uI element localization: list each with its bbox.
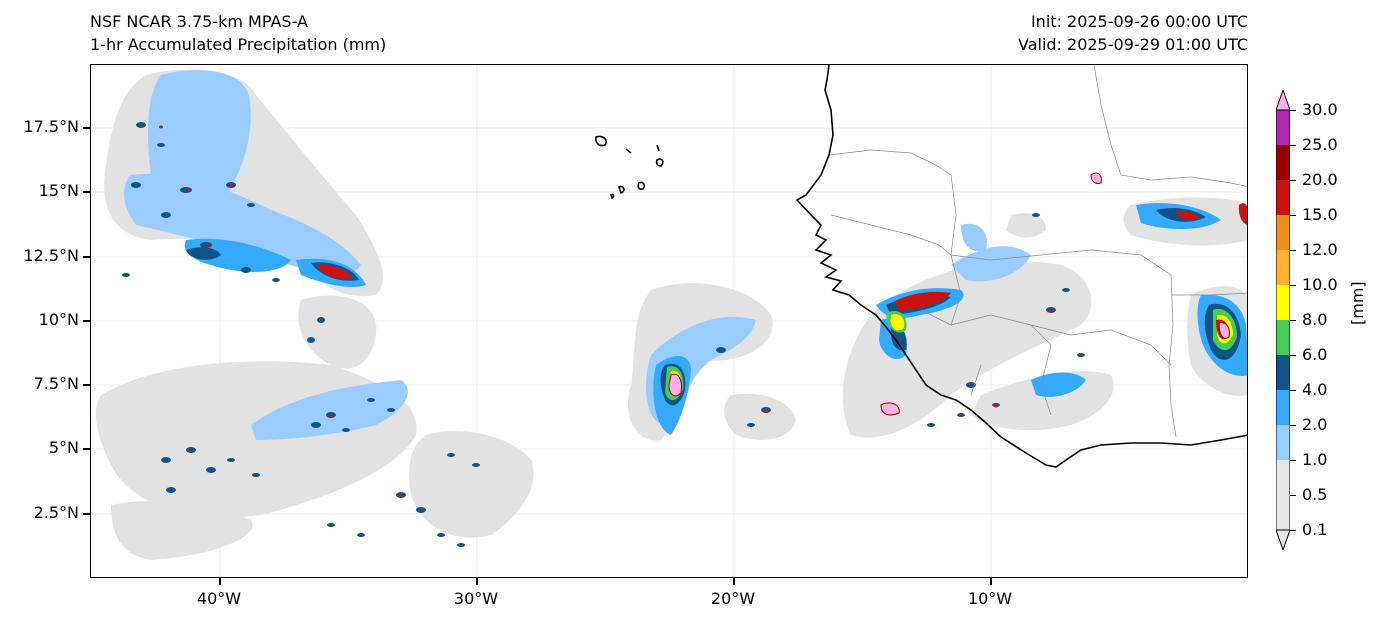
lat-tick-mark: [83, 256, 90, 258]
colorbar-swatch: [1276, 425, 1290, 460]
colorbar-swatch: [1276, 390, 1290, 425]
colorbar-tick: [1290, 495, 1296, 496]
colorbar-swatch: [1276, 355, 1290, 390]
colorbar-tick: [1290, 425, 1296, 426]
colorbar-tick: [1290, 180, 1296, 181]
precip-red: [316, 203, 1247, 340]
colorbar-level-label: 25.0: [1302, 135, 1338, 154]
lat-tick-mark: [83, 127, 90, 129]
colorbar-tick: [1290, 250, 1296, 251]
colorbar-tick: [1290, 390, 1296, 391]
lon-tick-mark: [476, 578, 478, 585]
lat-tick-mark: [83, 513, 90, 515]
lat-label: 5°N: [48, 438, 79, 457]
colorbar-tick: [1290, 110, 1296, 111]
colorbar-tick: [1290, 320, 1296, 321]
lat-tick-mark: [83, 384, 90, 386]
colorbar-tick: [1290, 215, 1296, 216]
lon-tick-mark: [733, 578, 735, 585]
colorbar-level-label: 0.1: [1302, 520, 1328, 539]
lon-label: 40°W: [196, 589, 242, 608]
model-title: NSF NCAR 3.75-km MPAS-A: [90, 12, 308, 31]
colorbar-level-label: 30.0: [1302, 100, 1338, 119]
map-canvas: [91, 65, 1247, 577]
precip-pink: [668, 172, 1230, 416]
lon-label: 30°W: [453, 589, 499, 608]
colorbar-level-label: 0.5: [1302, 485, 1328, 504]
lat-label: 15°N: [38, 181, 79, 200]
colorbar-max-arrow: [1276, 90, 1290, 111]
colorbar-tick: [1290, 145, 1296, 146]
lon-label: 10°W: [967, 589, 1013, 608]
lat-label: 12.5°N: [23, 246, 79, 265]
colorbar-level-label: 6.0: [1302, 345, 1328, 364]
precip-light-blue: [124, 70, 1031, 440]
colorbar-level-label: 15.0: [1302, 205, 1338, 224]
scattered-cells: [122, 122, 1085, 547]
colorbar-tick: [1290, 285, 1296, 286]
lat-tick-mark: [83, 191, 90, 193]
init-time: Init: 2025-09-26 00:00 UTC: [1030, 12, 1248, 31]
colorbar-unit-label: [mm]: [1348, 281, 1367, 325]
lon-tick-mark: [219, 578, 221, 585]
colorbar-tick: [1290, 460, 1296, 461]
colorbar-level-label: 20.0: [1302, 170, 1338, 189]
colorbar-level-label: 4.0: [1302, 380, 1328, 399]
country-borders: [828, 65, 1247, 438]
colorbar-min-arrow: [1276, 529, 1290, 550]
colorbar: [1276, 90, 1290, 550]
lat-tick-mark: [83, 320, 90, 322]
colorbar-swatch: [1276, 320, 1290, 355]
lon-label: 20°W: [710, 589, 756, 608]
precip-light-areas: [95, 69, 1247, 560]
precipitation-map: [90, 64, 1248, 578]
lat-label: 2.5°N: [33, 503, 79, 522]
colorbar-tick: [1290, 530, 1296, 531]
lat-tick-mark: [83, 448, 90, 450]
colorbar-level-label: 8.0: [1302, 310, 1328, 329]
colorbar-swatch: [1276, 110, 1290, 145]
lat-label: 10°N: [38, 310, 79, 329]
lat-label: 17.5°N: [23, 117, 79, 136]
field-title: 1-hr Accumulated Precipitation (mm): [90, 35, 387, 54]
colorbar-swatch: [1276, 180, 1290, 215]
coastline: [595, 65, 1247, 468]
colorbar-tick: [1290, 355, 1296, 356]
colorbar-level-label: 12.0: [1302, 240, 1338, 259]
valid-time: Valid: 2025-09-29 01:00 UTC: [1017, 35, 1248, 54]
lat-label: 7.5°N: [33, 374, 79, 393]
colorbar-swatch: [1276, 145, 1290, 180]
colorbar-swatch: [1276, 215, 1290, 250]
colorbar-swatch: [1276, 285, 1290, 320]
colorbar-level-label: 10.0: [1302, 275, 1338, 294]
colorbar-level-label: 2.0: [1302, 415, 1328, 434]
lon-tick-mark: [990, 578, 992, 585]
colorbar-swatch: [1276, 250, 1290, 285]
colorbar-swatch: [1276, 460, 1290, 530]
colorbar-level-label: 1.0: [1302, 450, 1328, 469]
